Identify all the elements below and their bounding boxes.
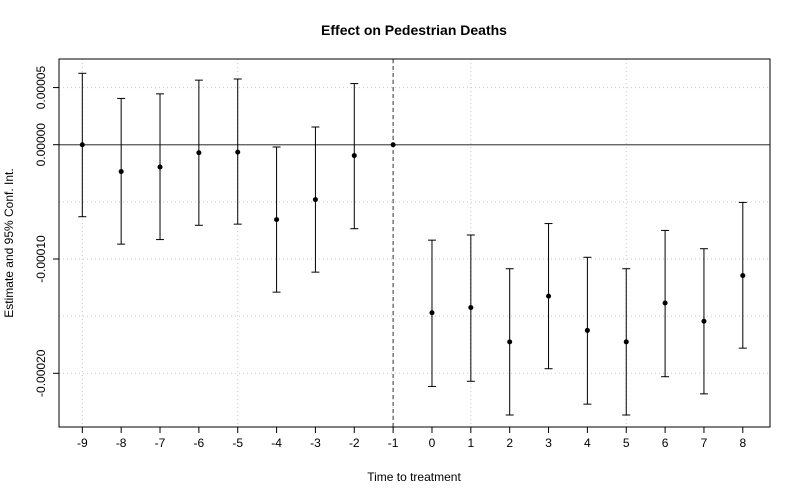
x-tick-label: 4 — [584, 436, 591, 450]
x-tick-label: 5 — [623, 436, 630, 450]
x-tick-label: 2 — [506, 436, 513, 450]
estimate-point — [235, 149, 241, 155]
x-tick-label: -6 — [194, 436, 205, 450]
y-axis: 0.00005 0.00000 -0.00010 -0.00020 — [34, 66, 59, 397]
estimate-point — [79, 142, 85, 148]
estimate-point — [740, 273, 746, 279]
x-tick-label: 8 — [739, 436, 746, 450]
y-axis-label: Estimate and 95% Conf. Int. — [2, 168, 16, 317]
reference-lines — [59, 59, 770, 427]
estimate-point — [312, 197, 318, 203]
x-axis-label: Time to treatment — [367, 470, 461, 484]
x-tick-label: -2 — [349, 436, 360, 450]
y-tick-label: -0.00010 — [34, 235, 48, 283]
y-tick-label: -0.00020 — [34, 349, 48, 397]
x-axis: -9 -8 -7 -6 -5 -4 -3 -2 -1 0 1 2 3 4 5 6 7 8 — [77, 427, 746, 450]
estimate-point — [157, 164, 163, 170]
estimate-point — [701, 318, 707, 324]
x-tick-label: -9 — [77, 436, 88, 450]
x-tick-label: -8 — [116, 436, 127, 450]
estimate-point — [196, 150, 202, 156]
x-tick-label: -1 — [388, 436, 399, 450]
x-tick-label: 1 — [467, 436, 474, 450]
estimate-point — [623, 339, 629, 345]
y-tick-label: 0.00000 — [34, 123, 48, 167]
x-tick-label: -4 — [271, 436, 282, 450]
plot-frame — [58, 58, 771, 428]
estimate-point — [429, 310, 435, 316]
grid-layer — [59, 59, 770, 427]
x-tick-label: -3 — [310, 436, 321, 450]
data-layer — [78, 72, 747, 416]
estimate-point — [546, 293, 552, 299]
chart-title: Effect on Pedestrian Deaths — [321, 22, 507, 38]
x-tick-label: -5 — [232, 436, 243, 450]
estimate-point — [390, 142, 396, 148]
x-tick-label: 0 — [429, 436, 436, 450]
estimate-point — [468, 305, 474, 311]
x-tick-label: 7 — [701, 436, 708, 450]
estimate-point — [584, 327, 590, 333]
x-tick-label: -7 — [155, 436, 166, 450]
estimate-point — [507, 339, 513, 345]
estimate-point — [662, 300, 668, 306]
y-tick-label: 0.00005 — [34, 66, 48, 110]
x-tick-label: 3 — [545, 436, 552, 450]
estimate-point — [274, 217, 280, 223]
x-tick-label: 6 — [662, 436, 669, 450]
estimate-point — [351, 153, 357, 159]
estimate-point — [118, 169, 124, 175]
